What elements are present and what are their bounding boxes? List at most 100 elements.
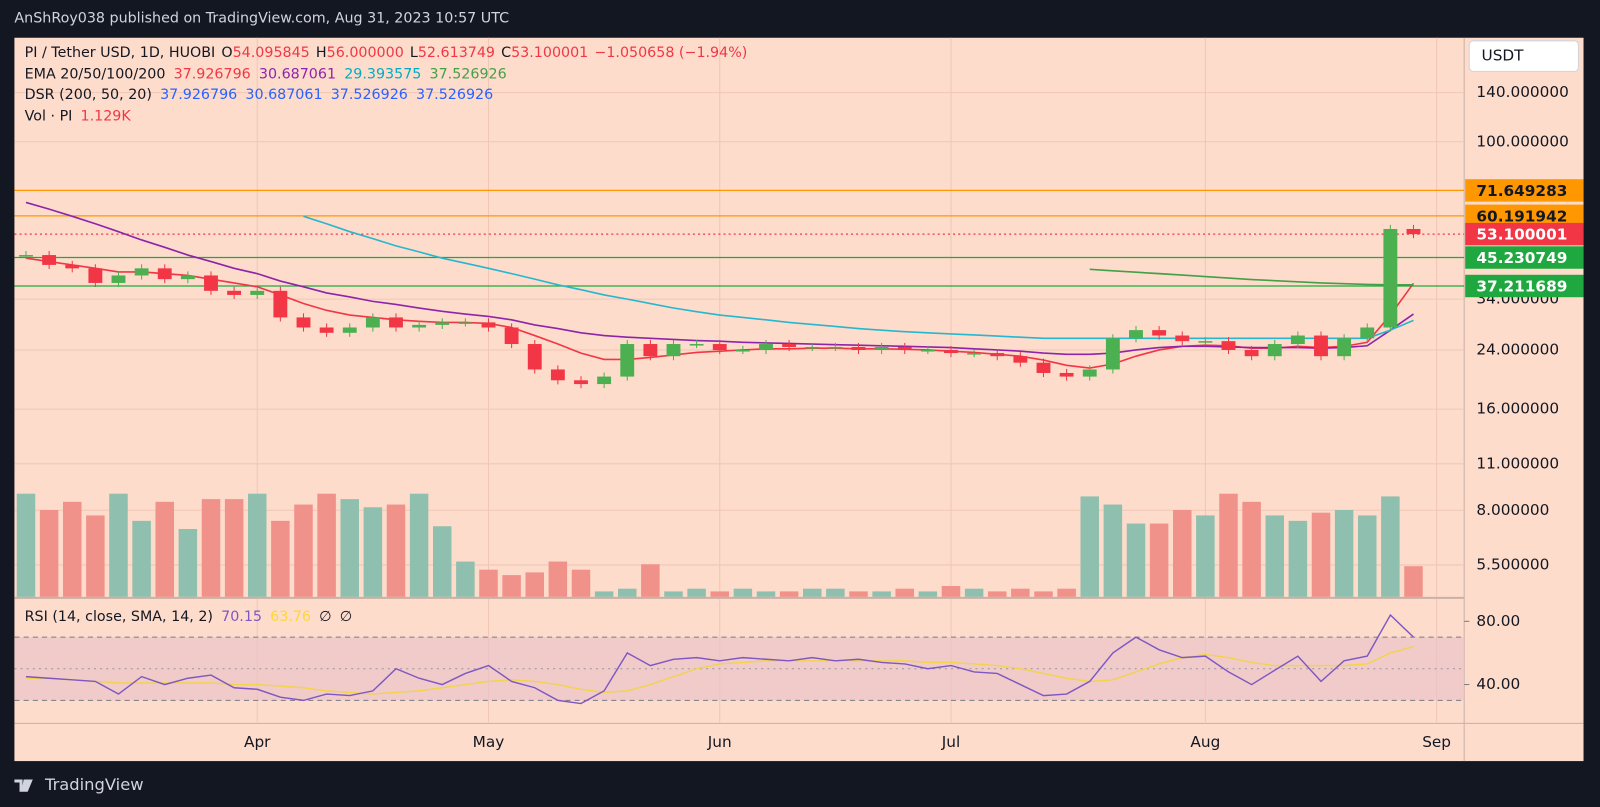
candle	[874, 346, 889, 350]
candle	[666, 344, 681, 357]
candle	[389, 317, 403, 328]
legend-item: 37.926796	[160, 87, 237, 103]
volume-bar	[1288, 520, 1308, 597]
candle	[157, 268, 172, 280]
candle	[481, 322, 496, 328]
legend-item: 30.687061	[245, 87, 322, 103]
candle	[620, 344, 635, 377]
volume-bar	[664, 591, 683, 597]
candle	[1383, 228, 1398, 328]
volume-bar	[756, 591, 776, 597]
volume-bar	[62, 501, 82, 597]
candle	[1290, 335, 1305, 345]
candle	[550, 369, 565, 381]
candle	[296, 317, 311, 328]
candle	[65, 264, 80, 269]
currency-box[interactable]	[1468, 40, 1579, 72]
candle	[134, 268, 149, 276]
volume-bar	[109, 493, 128, 597]
legend-item: 29.393575	[344, 66, 421, 82]
x-tick-label: Jun	[707, 733, 732, 751]
legend-item: 37.526926	[331, 87, 408, 103]
volume-bar	[1103, 504, 1123, 597]
volume-bar	[1172, 509, 1192, 597]
price-label-box	[1465, 204, 1584, 228]
legend-item: 52.613749	[418, 45, 495, 61]
volume-bar	[687, 588, 706, 597]
y-tick-label: 24.000000	[1476, 340, 1559, 358]
legend-row: Vol · PI 1.129K	[25, 108, 132, 124]
volume-bar	[1404, 566, 1423, 597]
legend-item: DSR (200, 50, 20)	[25, 87, 152, 103]
ema-line	[1089, 268, 1414, 286]
volume-bar	[409, 493, 429, 597]
candle	[689, 344, 704, 346]
volume-bar	[1034, 591, 1053, 597]
candle	[1059, 372, 1074, 377]
legend-row: DSR (200, 50, 20) 37.926796 30.687061 37.52…	[25, 87, 494, 103]
volume-bar	[826, 588, 845, 597]
volume-bar	[340, 499, 359, 597]
brand: TradingView	[44, 775, 144, 794]
legend-item: 54.095845	[233, 45, 310, 61]
volume-bar	[1242, 501, 1261, 597]
candle	[111, 275, 126, 283]
price-label-box	[1465, 222, 1584, 246]
legend-item: 70.15	[221, 609, 262, 625]
volume-bar	[271, 520, 290, 597]
candle	[180, 275, 195, 280]
volume-bar	[178, 528, 198, 597]
price-label: 60.191942	[1476, 207, 1567, 225]
volume-bar	[1126, 523, 1146, 597]
publisher: AnShRoy038 published on TradingView.com,…	[14, 10, 509, 26]
price-label: 71.649283	[1476, 182, 1567, 200]
volume-bar	[432, 526, 452, 597]
volume-bar	[247, 493, 267, 597]
volume-bar	[386, 504, 406, 597]
volume-bar	[1149, 523, 1169, 597]
volume-bar	[710, 591, 729, 597]
legend-item: 56.000000	[327, 45, 404, 61]
candle	[435, 322, 450, 325]
candle	[42, 255, 57, 265]
candle	[920, 349, 935, 352]
legend-item: ∅	[340, 609, 352, 625]
rsi-tick-label: 80.00	[1476, 612, 1520, 630]
candle	[967, 353, 982, 355]
plot: 140.000000100.00000034.00000024.00000016…	[14, 37, 1584, 751]
candle	[1406, 228, 1421, 235]
x-tick-label: Apr	[244, 733, 271, 751]
candle	[319, 327, 334, 333]
volume-bar	[86, 515, 105, 597]
volume-bar	[733, 588, 753, 597]
candle	[805, 346, 820, 349]
candle	[643, 344, 658, 357]
candle	[458, 322, 473, 324]
legend-row: RSI (14, close, SMA, 14, 2) 70.15 63.76 ∅ ∅	[25, 609, 353, 625]
candle	[342, 327, 357, 333]
legend-item: 37.526926	[416, 87, 493, 103]
legend-item: −1.050658 (−1.94%)	[594, 45, 747, 61]
candle	[1314, 335, 1328, 357]
volume-bar	[548, 561, 568, 597]
candle	[250, 290, 265, 295]
price-label: 37.211689	[1476, 278, 1567, 296]
legend-item: 30.687061	[259, 66, 336, 82]
x-tick-label: Jul	[941, 733, 960, 751]
volume-bar	[363, 507, 383, 597]
legend-item: Vol · PI	[25, 108, 73, 124]
volume-bar	[317, 493, 336, 597]
price-label-box	[1465, 179, 1584, 202]
footer-logo	[14, 779, 33, 792]
volume-bar	[617, 588, 637, 597]
candle	[88, 268, 103, 283]
candle	[1244, 349, 1259, 357]
candle	[759, 344, 773, 350]
volume-bar	[1080, 496, 1099, 597]
volume-bar	[872, 591, 891, 597]
candle	[1129, 330, 1143, 339]
y-tick-label: 140.000000	[1476, 83, 1568, 101]
legend-item: 53.100001	[511, 45, 588, 61]
volume-bar	[155, 501, 174, 597]
y-tick-label: 100.000000	[1476, 132, 1568, 150]
